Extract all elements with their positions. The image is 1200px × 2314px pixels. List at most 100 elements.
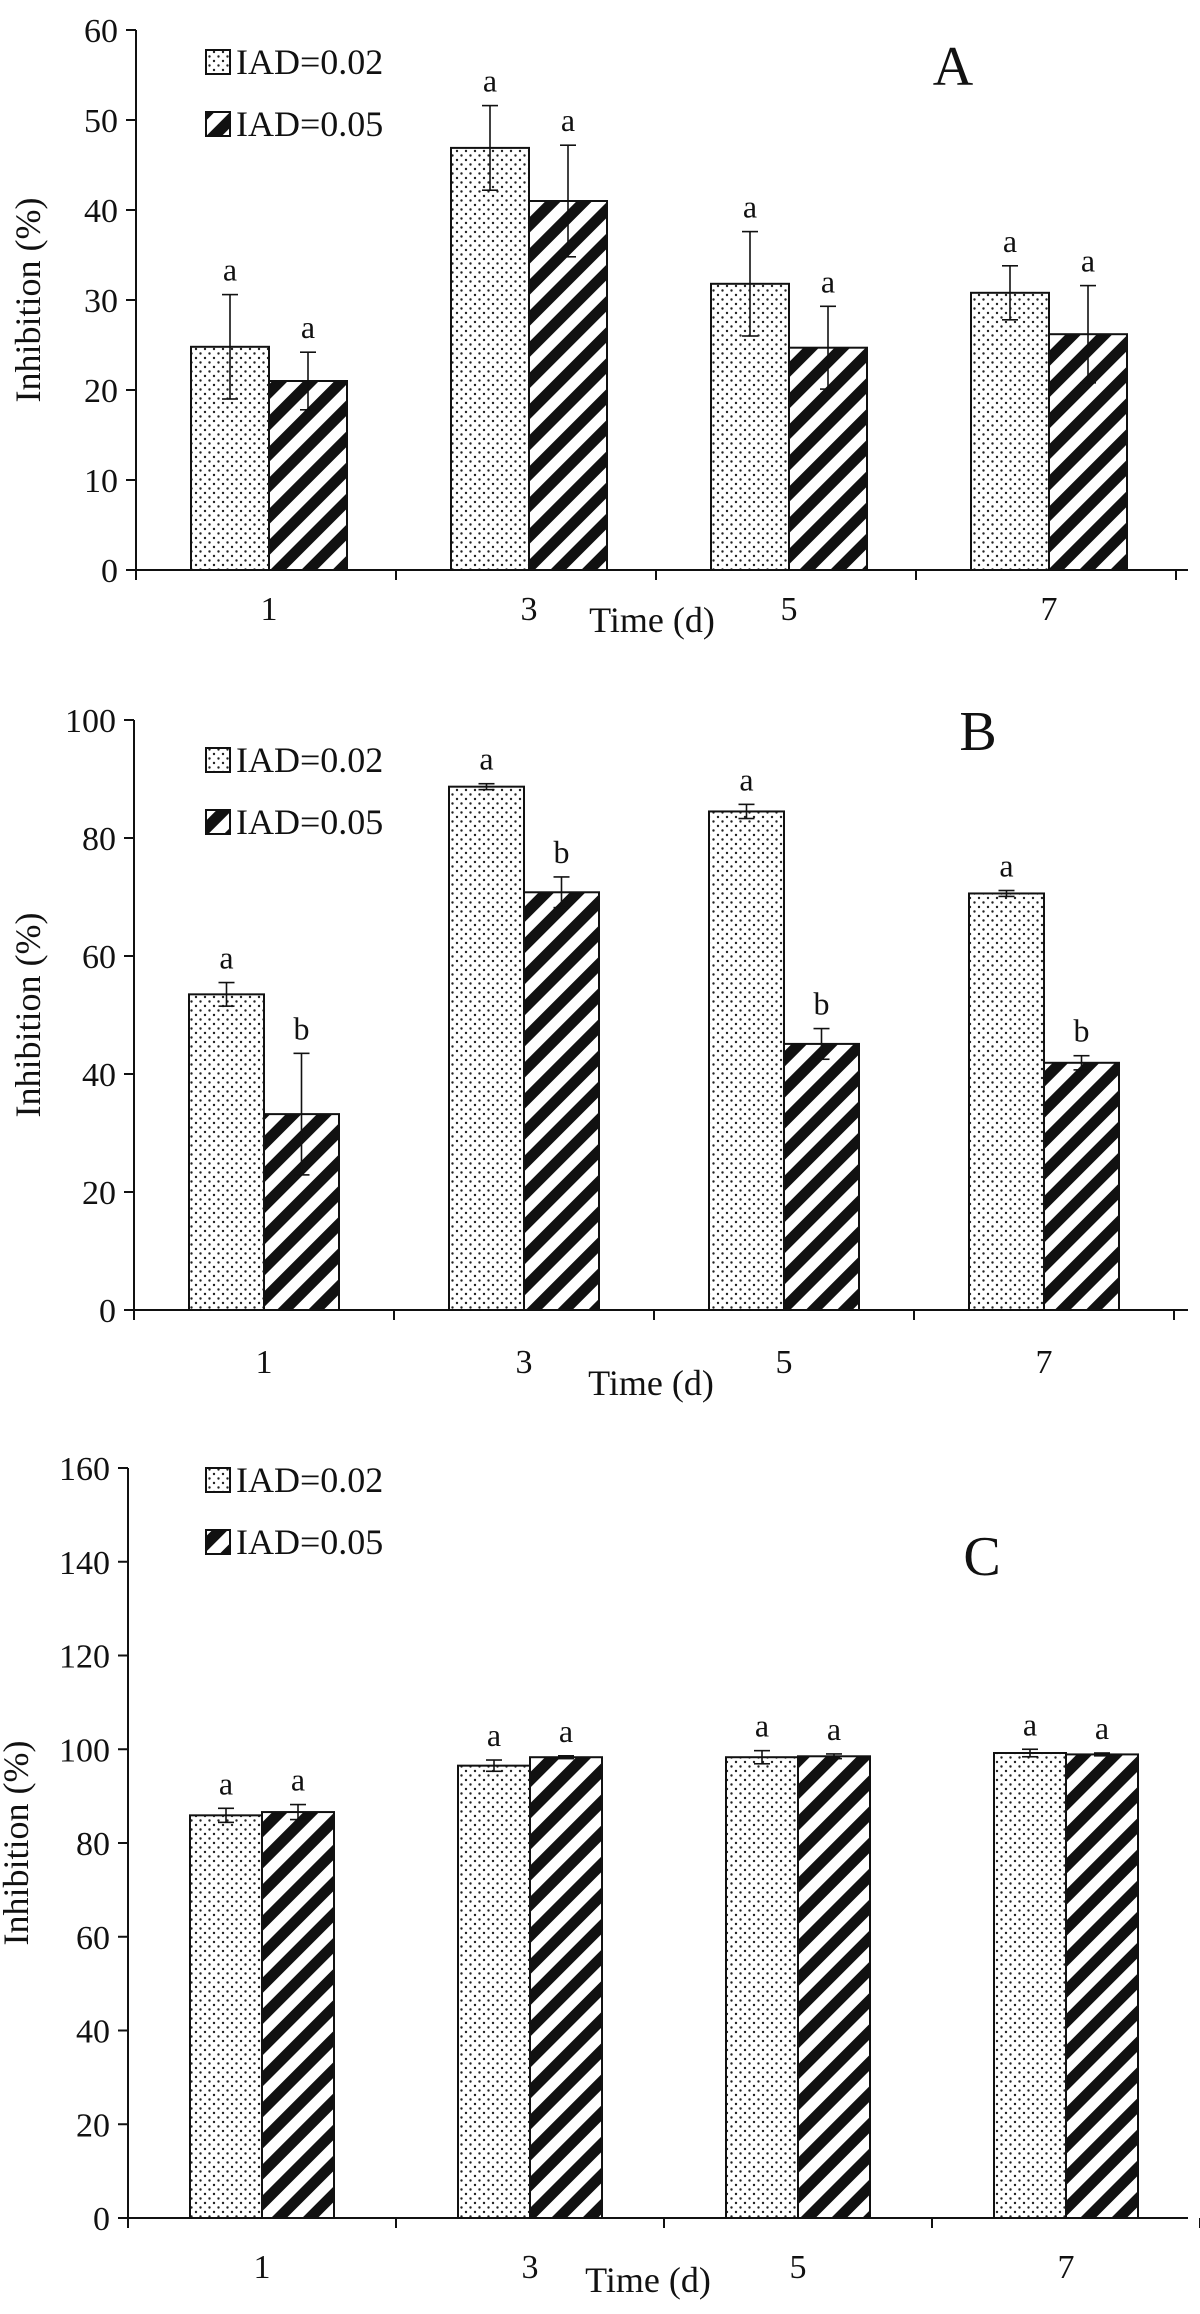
x-tick-label: 7 bbox=[1058, 2249, 1075, 2286]
x-axis-title: Time (d) bbox=[585, 2260, 711, 2300]
x-tick-label: 1 bbox=[256, 1344, 273, 1381]
bar-iad-005 bbox=[268, 380, 348, 571]
y-tick-label: 0 bbox=[101, 553, 118, 590]
bar-iad-005 bbox=[783, 1042, 860, 1312]
panel-letter: A bbox=[933, 36, 974, 98]
x-tick-label: 7 bbox=[1041, 591, 1058, 628]
y-tick-label: 60 bbox=[84, 13, 118, 50]
x-tick-label: 5 bbox=[776, 1344, 793, 1381]
bar-iad-002 bbox=[708, 810, 785, 1311]
significance-letter: a bbox=[1081, 243, 1095, 279]
significance-letter: a bbox=[219, 940, 233, 976]
bar-iad-005 bbox=[261, 1811, 335, 2219]
y-tick-label: 120 bbox=[59, 1639, 110, 1676]
y-tick-label: 20 bbox=[82, 1175, 116, 1212]
y-tick-label: 40 bbox=[84, 193, 118, 230]
x-tick-label: 1 bbox=[261, 591, 278, 628]
bar-iad-005 bbox=[523, 891, 600, 1312]
significance-letter: a bbox=[755, 1708, 769, 1744]
significance-letter: a bbox=[487, 1717, 501, 1753]
bar-iad-002 bbox=[968, 892, 1045, 1312]
significance-letter: a bbox=[561, 102, 575, 138]
significance-letter: a bbox=[999, 848, 1013, 884]
legend-swatch bbox=[205, 1529, 231, 1555]
y-tick-label: 0 bbox=[93, 2201, 110, 2238]
y-axis-title: Inhibition (%) bbox=[8, 198, 48, 403]
legend-label: IAD=0.05 bbox=[236, 104, 383, 144]
y-tick-label: 100 bbox=[59, 1732, 110, 1769]
x-tick-label: 5 bbox=[781, 591, 798, 628]
bar-iad-005 bbox=[528, 200, 608, 571]
x-axis-title: Time (d) bbox=[588, 1363, 714, 1403]
y-tick-label: 40 bbox=[82, 1057, 116, 1094]
significance-letter: a bbox=[301, 309, 315, 345]
y-tick-label: 80 bbox=[82, 821, 116, 858]
significance-letter: a bbox=[291, 1762, 305, 1798]
panel-letter: B bbox=[959, 701, 996, 763]
significance-letter: a bbox=[827, 1711, 841, 1747]
panel-letter: C bbox=[963, 1526, 1000, 1588]
bar-iad-002 bbox=[450, 146, 530, 571]
significance-letter: a bbox=[1003, 223, 1017, 259]
y-tick-label: 50 bbox=[84, 103, 118, 140]
bar-iad-005 bbox=[1043, 1061, 1120, 1312]
legend-label: IAD=0.02 bbox=[236, 740, 383, 780]
y-tick-label: 0 bbox=[99, 1293, 116, 1330]
significance-letter: a bbox=[743, 189, 757, 225]
bar-iad-005 bbox=[1065, 1753, 1139, 2219]
x-tick-label: 3 bbox=[522, 2249, 539, 2286]
bar-iad-002 bbox=[993, 1752, 1067, 2219]
x-tick-label: 5 bbox=[790, 2249, 807, 2286]
bar-iad-002 bbox=[457, 1764, 531, 2219]
legend-swatch bbox=[205, 49, 231, 75]
bar-iad-002 bbox=[725, 1756, 799, 2219]
bar-iad-005 bbox=[1048, 333, 1128, 572]
significance-letter: a bbox=[223, 252, 237, 288]
significance-letter: b bbox=[554, 834, 570, 870]
legend-label: IAD=0.05 bbox=[236, 1522, 383, 1562]
bar-iad-002 bbox=[189, 1814, 263, 2219]
y-tick-label: 160 bbox=[59, 1451, 110, 1488]
y-tick-label: 30 bbox=[84, 283, 118, 320]
panel-b: 0 20 40 60 80 100 Inhibition (%) Time (d) 1 a b 3 a b… bbox=[8, 701, 1188, 1403]
significance-letter: a bbox=[1023, 1706, 1037, 1742]
y-tick-label: 140 bbox=[59, 1545, 110, 1582]
bar-iad-002 bbox=[970, 291, 1050, 571]
significance-letter: a bbox=[821, 263, 835, 299]
significance-letter: a bbox=[1095, 1710, 1109, 1746]
panel-a: 0 10 20 30 40 50 60 Inhibition (%) Time (d) 1 a a 3 a… bbox=[8, 13, 1188, 640]
x-axis-title: Time (d) bbox=[589, 600, 715, 640]
legend-swatch bbox=[205, 111, 231, 137]
x-tick-label: 3 bbox=[516, 1344, 533, 1381]
bar-iad-002 bbox=[448, 785, 525, 1311]
x-tick-label: 7 bbox=[1036, 1344, 1053, 1381]
legend-swatch bbox=[205, 1467, 231, 1493]
x-tick-label: 3 bbox=[521, 591, 538, 628]
legend-label: IAD=0.02 bbox=[236, 1460, 383, 1500]
significance-letter: a bbox=[479, 741, 493, 777]
bar-iad-005 bbox=[529, 1756, 603, 2219]
significance-letter: b bbox=[294, 1010, 310, 1046]
legend-label: IAD=0.02 bbox=[236, 42, 383, 82]
significance-letter: a bbox=[559, 1713, 573, 1749]
y-tick-label: 40 bbox=[76, 2014, 110, 2051]
legend-swatch bbox=[205, 747, 231, 773]
bar-iad-002 bbox=[188, 993, 265, 1311]
y-tick-label: 100 bbox=[65, 703, 116, 740]
y-axis-title: Inhibition (%) bbox=[0, 1741, 36, 1946]
y-tick-label: 60 bbox=[76, 1920, 110, 1957]
panel-c: 0 20 40 60 80 100 120 140 160 Inhibition (%) Time … bbox=[0, 1451, 1200, 2300]
significance-letter: a bbox=[739, 761, 753, 797]
y-tick-label: 60 bbox=[82, 939, 116, 976]
significance-letter: b bbox=[814, 986, 830, 1022]
y-tick-label: 20 bbox=[84, 373, 118, 410]
legend-label: IAD=0.05 bbox=[236, 802, 383, 842]
y-tick-label: 10 bbox=[84, 463, 118, 500]
significance-letter: a bbox=[483, 63, 497, 99]
significance-letter: a bbox=[219, 1765, 233, 1801]
bar-iad-005 bbox=[797, 1755, 871, 2219]
y-axis-title: Inhibition (%) bbox=[8, 913, 48, 1118]
y-tick-label: 80 bbox=[76, 1826, 110, 1863]
